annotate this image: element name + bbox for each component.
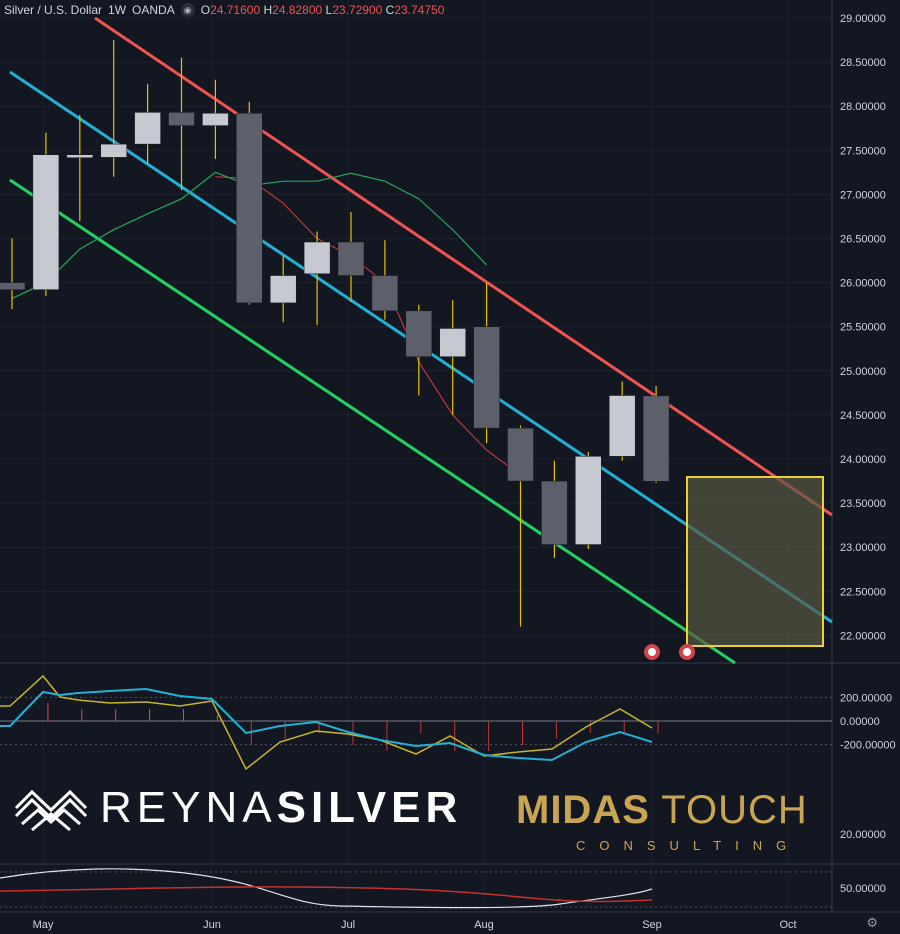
up-candle bbox=[100, 143, 127, 158]
ohlc-values: O24.71600 H24.82800 L23.72900 C23.74750 bbox=[200, 3, 445, 17]
up-candle bbox=[439, 328, 466, 357]
down-candle bbox=[642, 395, 670, 482]
y-tick-label: 22.50000 bbox=[840, 586, 886, 598]
lower-tick-label: 50.00000 bbox=[840, 883, 886, 895]
y-tick-label: 28.50000 bbox=[840, 57, 886, 69]
osc-signal-line bbox=[0, 674, 653, 771]
down-candle bbox=[473, 326, 500, 429]
y-tick-label: 27.50000 bbox=[840, 145, 886, 157]
close-value: 23.74750 bbox=[394, 3, 445, 17]
y-tick-label: 25.50000 bbox=[840, 322, 886, 334]
x-tick-label: Sep bbox=[642, 919, 662, 931]
ma-red-line bbox=[215, 176, 521, 476]
y-tick-label: 22.00000 bbox=[840, 630, 886, 642]
down-candle bbox=[0, 282, 26, 290]
lower-red-line bbox=[0, 886, 653, 903]
down-candle bbox=[236, 113, 263, 304]
up-candle bbox=[202, 113, 229, 126]
x-tick-label: Jul bbox=[341, 919, 355, 931]
open-value: 24.71600 bbox=[210, 3, 261, 17]
up-candle bbox=[608, 395, 636, 457]
source-label: OANDA bbox=[132, 3, 175, 17]
down-candle bbox=[541, 480, 568, 545]
y-tick-label: 27.00000 bbox=[840, 189, 886, 201]
y-tick-label: 26.50000 bbox=[840, 234, 886, 246]
y-tick-label: 29.00000 bbox=[840, 13, 886, 25]
up-candle bbox=[303, 241, 331, 275]
lower-white-line bbox=[0, 868, 653, 909]
down-candle bbox=[337, 241, 365, 276]
y-tick-label: 23.50000 bbox=[840, 498, 886, 510]
y-tick-label: 28.00000 bbox=[840, 101, 886, 113]
x-tick-label: Aug bbox=[474, 919, 494, 931]
x-tick-label: Jun bbox=[203, 919, 221, 931]
green-channel-line bbox=[9, 178, 736, 665]
y-tick-label: 25.00000 bbox=[840, 366, 886, 378]
reyna-crown-icon bbox=[14, 789, 88, 832]
symbol-header: Silver / U.S. Dollar 1W OANDA ◉ O24.7160… bbox=[4, 3, 444, 17]
us-event-icon-center bbox=[648, 648, 656, 656]
y-tick-label: 26.00000 bbox=[840, 278, 886, 290]
eye-icon[interactable]: ◉ bbox=[180, 3, 195, 17]
up-candle bbox=[134, 112, 161, 145]
symbol-name[interactable]: Silver / U.S. Dollar bbox=[4, 3, 103, 17]
x-tick-label: Oct bbox=[779, 919, 796, 931]
up-candle bbox=[66, 154, 94, 158]
y-tick-label: 24.50000 bbox=[840, 410, 886, 422]
osc-main-line bbox=[0, 687, 653, 762]
lower-tick-label: 20.00000 bbox=[840, 829, 886, 841]
down-candle bbox=[507, 427, 534, 482]
reyna-silver-logo: REYNASILVER bbox=[12, 782, 462, 834]
up-candle bbox=[32, 154, 60, 290]
osc-tick-label: -200.00000 bbox=[840, 740, 896, 752]
up-candle bbox=[269, 275, 297, 304]
midas-wordmark: MIDAS TOUCH bbox=[516, 788, 808, 832]
down-candle bbox=[405, 310, 433, 357]
x-tick-label: May bbox=[33, 919, 54, 931]
down-candle bbox=[371, 275, 399, 312]
midas-touch-logo: MIDAS TOUCH CONSULTING bbox=[516, 790, 808, 853]
reyna-wordmark: REYNASILVER bbox=[100, 783, 463, 832]
gear-icon[interactable]: ⚙ bbox=[866, 915, 878, 930]
osc-tick-label: 0.00000 bbox=[840, 716, 880, 728]
low-value: 23.72900 bbox=[332, 3, 383, 17]
y-tick-label: 24.00000 bbox=[840, 454, 886, 466]
osc-tick-label: 200.00000 bbox=[840, 692, 892, 704]
up-candle bbox=[575, 456, 602, 545]
interval-label[interactable]: 1W bbox=[108, 3, 127, 17]
y-tick-label: 23.00000 bbox=[840, 542, 886, 554]
target-box bbox=[686, 476, 824, 647]
down-candle bbox=[168, 112, 195, 126]
red-channel-line bbox=[94, 16, 833, 517]
midas-subtitle: CONSULTING bbox=[576, 838, 801, 853]
high-value: 24.82800 bbox=[272, 3, 323, 17]
us-event-icon-center bbox=[683, 648, 691, 656]
